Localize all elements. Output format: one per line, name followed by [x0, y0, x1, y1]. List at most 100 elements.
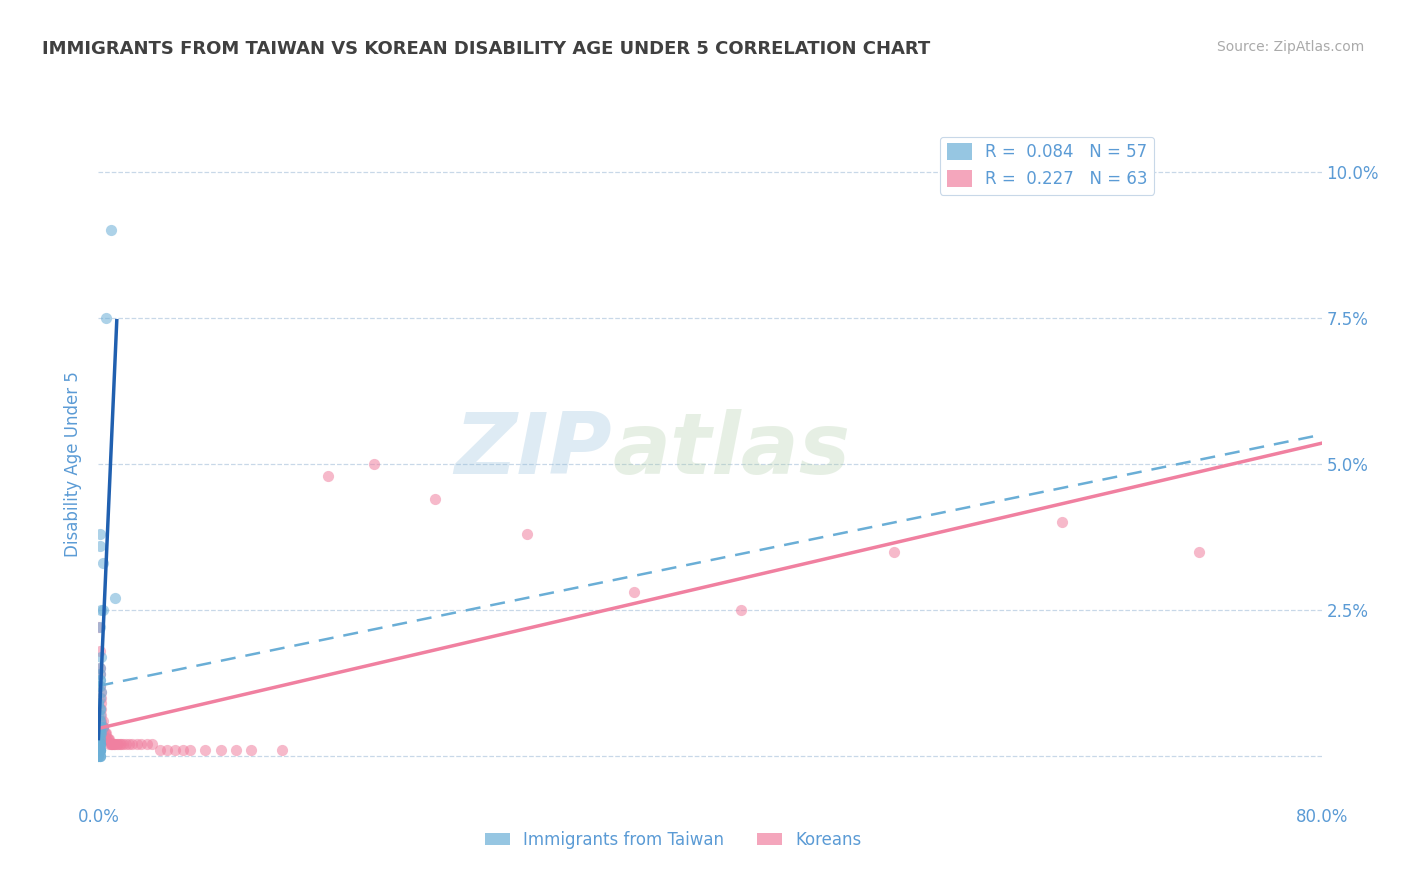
Point — [270, 743, 292, 757]
Point — [89, 720, 111, 734]
Point — [90, 690, 112, 705]
Point — [93, 725, 115, 739]
Point — [89, 737, 111, 751]
Point — [89, 749, 111, 764]
Y-axis label: Disability Age Under 5: Disability Age Under 5 — [65, 371, 83, 557]
Point — [423, 491, 446, 506]
Text: atlas: atlas — [612, 409, 851, 491]
Point — [100, 737, 122, 751]
Point — [105, 737, 128, 751]
Point — [87, 697, 110, 711]
Point — [91, 720, 114, 734]
Point — [89, 673, 111, 687]
Point — [163, 743, 186, 757]
Point — [89, 679, 111, 693]
Point — [89, 720, 111, 734]
Point — [111, 737, 134, 751]
Point — [89, 725, 111, 739]
Point — [149, 743, 172, 757]
Point — [91, 556, 114, 570]
Point — [516, 527, 538, 541]
Point — [136, 737, 159, 751]
Point — [91, 720, 114, 734]
Point — [883, 544, 905, 558]
Text: ZIP: ZIP — [454, 409, 612, 491]
Point — [91, 603, 114, 617]
Point — [87, 720, 110, 734]
Point — [101, 737, 124, 751]
Point — [89, 743, 111, 757]
Point — [89, 725, 111, 739]
Point — [121, 737, 143, 751]
Point — [87, 731, 110, 746]
Point — [91, 725, 114, 739]
Point — [110, 737, 132, 751]
Point — [89, 737, 111, 751]
Point — [89, 737, 111, 751]
Point — [89, 527, 111, 541]
Point — [90, 714, 112, 728]
Point — [103, 737, 125, 751]
Point — [104, 737, 127, 751]
Legend: Immigrants from Taiwan, Koreans: Immigrants from Taiwan, Koreans — [478, 824, 869, 855]
Point — [87, 749, 110, 764]
Point — [156, 743, 179, 757]
Point — [89, 679, 111, 693]
Point — [1188, 544, 1211, 558]
Point — [89, 667, 111, 681]
Point — [94, 725, 117, 739]
Point — [87, 708, 110, 723]
Point — [194, 743, 217, 757]
Point — [89, 673, 111, 687]
Point — [363, 457, 385, 471]
Point — [90, 725, 112, 739]
Point — [89, 661, 111, 675]
Point — [118, 737, 141, 751]
Point — [89, 749, 111, 764]
Point — [90, 603, 112, 617]
Point — [90, 702, 112, 716]
Point — [125, 737, 148, 751]
Point — [98, 737, 121, 751]
Text: Source: ZipAtlas.com: Source: ZipAtlas.com — [1216, 40, 1364, 54]
Point — [90, 685, 112, 699]
Point — [90, 685, 112, 699]
Point — [108, 737, 131, 751]
Point — [172, 743, 194, 757]
Point — [89, 539, 111, 553]
Text: IMMIGRANTS FROM TAIWAN VS KOREAN DISABILITY AGE UNDER 5 CORRELATION CHART: IMMIGRANTS FROM TAIWAN VS KOREAN DISABIL… — [42, 40, 931, 58]
Point — [89, 708, 111, 723]
Point — [89, 743, 111, 757]
Point — [94, 310, 117, 325]
Point — [179, 743, 201, 757]
Point — [89, 749, 111, 764]
Point — [107, 737, 129, 751]
Point — [87, 697, 110, 711]
Point — [87, 749, 110, 764]
Point — [87, 737, 110, 751]
Point — [89, 743, 111, 757]
Point — [240, 743, 263, 757]
Point — [91, 714, 114, 728]
Point — [90, 720, 112, 734]
Point — [89, 743, 111, 757]
Point — [100, 737, 122, 751]
Point — [97, 731, 120, 746]
Point — [104, 591, 127, 606]
Point — [89, 731, 111, 746]
Point — [100, 223, 122, 237]
Point — [89, 737, 111, 751]
Point — [87, 743, 110, 757]
Point — [87, 679, 110, 693]
Point — [129, 737, 152, 751]
Point — [90, 649, 112, 664]
Point — [87, 725, 110, 739]
Point — [98, 731, 121, 746]
Point — [89, 743, 111, 757]
Point — [1050, 516, 1073, 530]
Point — [90, 708, 112, 723]
Point — [87, 731, 110, 746]
Point — [89, 661, 111, 675]
Point — [89, 702, 111, 716]
Point — [89, 731, 111, 746]
